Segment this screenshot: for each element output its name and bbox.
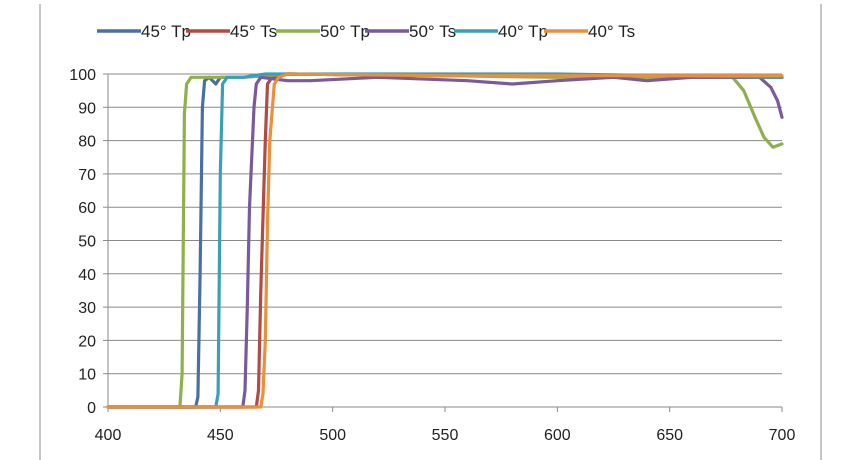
y-axis-tick-labels: 0 10 20 30 40 50 60 70 80 90 100 — [69, 67, 96, 417]
y-tick-label: 80 — [78, 134, 96, 151]
legend-label-3: 50° Tp — [320, 22, 370, 41]
series-line-6 — [106, 72, 784, 409]
series-lines — [106, 72, 784, 409]
legend-label-2: 45° Ts — [230, 22, 277, 41]
y-tick-label: 0 — [87, 400, 96, 417]
gridlines — [108, 73, 782, 375]
series-line-5 — [106, 72, 784, 409]
legend: 45° Tp 45° Ts 50° Tp 50° Ts 40° Tp 40° Ts — [97, 22, 635, 41]
series-line-4 — [106, 75, 784, 409]
y-tick-label: 70 — [78, 167, 96, 184]
y-tick-label: 10 — [78, 367, 96, 384]
y-tick-label: 40 — [78, 267, 96, 284]
axes — [103, 73, 783, 412]
legend-label-4: 50° Ts — [409, 22, 456, 41]
y-tick-label: 100 — [69, 67, 96, 84]
y-tick-label: 50 — [78, 234, 96, 251]
y-tick-label: 20 — [78, 333, 96, 350]
legend-label-1: 45° Tp — [141, 22, 191, 41]
x-tick-label: 550 — [432, 427, 459, 444]
y-tick-label: 30 — [78, 300, 96, 317]
y-tick-label: 60 — [78, 200, 96, 217]
legend-label-6: 40° Ts — [588, 22, 635, 41]
x-tick-label: 650 — [656, 427, 683, 444]
x-tick-label: 600 — [544, 427, 571, 444]
x-tick-label: 700 — [769, 427, 796, 444]
y-tick-label: 90 — [78, 100, 96, 117]
x-axis-tick-labels: 400 450 500 550 600 650 700 — [95, 427, 796, 444]
x-tick-label: 400 — [95, 427, 122, 444]
x-tick-label: 500 — [319, 427, 346, 444]
legend-label-5: 40° Tp — [498, 22, 548, 41]
x-tick-label: 450 — [207, 427, 234, 444]
